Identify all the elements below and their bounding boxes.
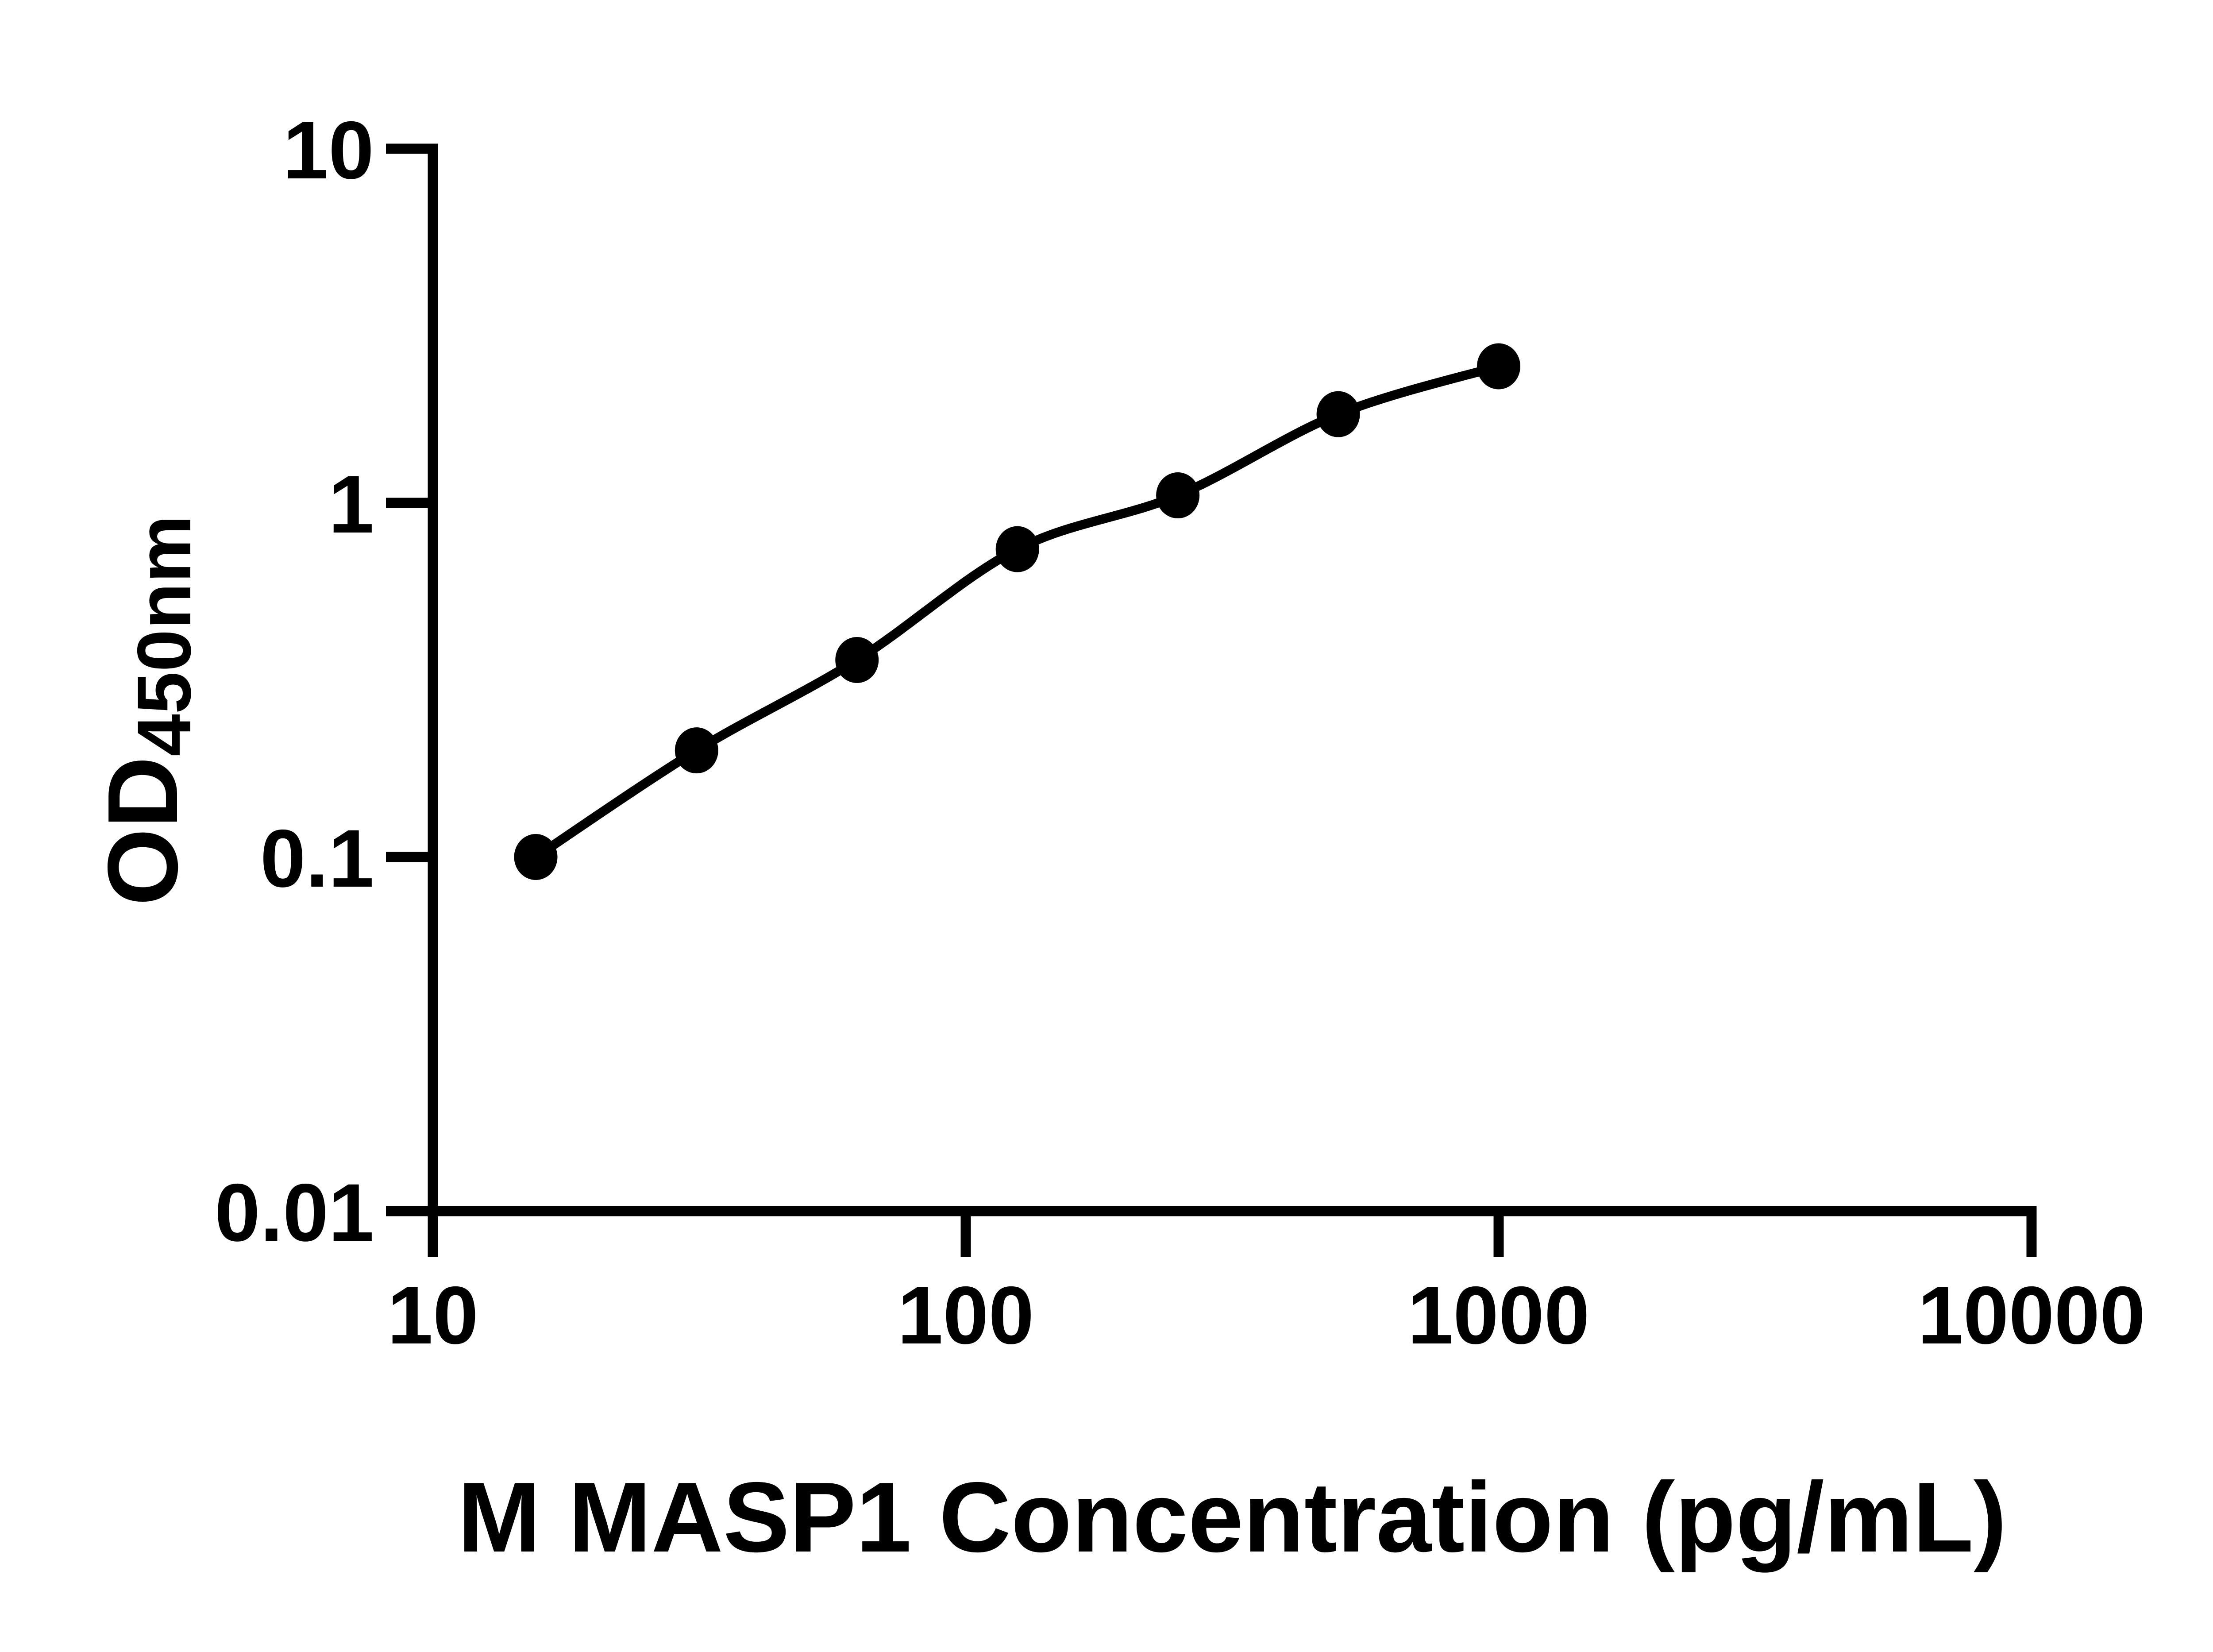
data-point-marker	[1477, 343, 1520, 390]
y-axis-title-main: OD	[87, 757, 198, 906]
data-series	[514, 343, 1520, 880]
x-tick-label: 10000	[1918, 1270, 2145, 1361]
x-tick-label: 1000	[1407, 1270, 1590, 1361]
tick-marks	[386, 143, 2037, 1257]
data-point-marker	[1156, 472, 1200, 519]
y-tick-label: 0.1	[260, 813, 374, 904]
x-axis-title: M MASP1 Concentration (pg/mL)	[458, 1461, 2007, 1573]
y-axis-title-subscript: 450nm	[122, 515, 207, 757]
tick-labels: 10 100 1000 10000 10 1 0.1 0.01	[215, 105, 2145, 1361]
data-point-marker	[675, 727, 718, 774]
y-tick-label: 10	[283, 105, 374, 196]
data-point-marker	[835, 637, 879, 683]
data-point-marker	[995, 526, 1039, 572]
y-axis-title: OD450nm	[87, 515, 207, 906]
fit-curve-line	[533, 362, 1500, 861]
y-tick-label: 1	[328, 459, 374, 550]
data-point-marker	[514, 834, 558, 880]
y-tick-label: 0.01	[215, 1167, 374, 1258]
x-tick-label: 100	[898, 1270, 1034, 1361]
x-tick-label: 10	[387, 1270, 478, 1361]
data-point-marker	[1316, 391, 1360, 437]
axes	[428, 143, 2037, 1216]
